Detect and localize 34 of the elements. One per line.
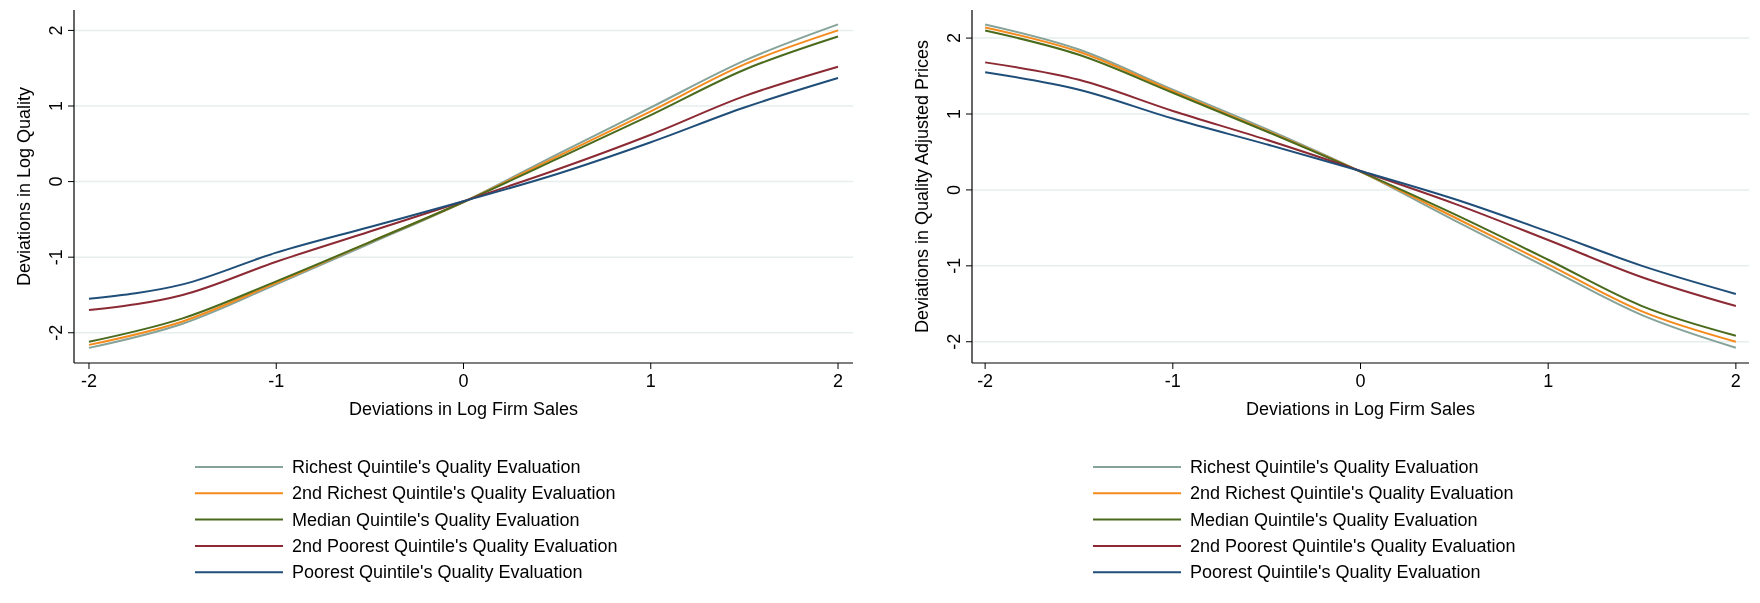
legend-label: Poorest Quintile's Quality Evaluation (1190, 562, 1481, 583)
y-tick-label: -2 (944, 333, 964, 350)
legend-label: Richest Quintile's Quality Evaluation (292, 457, 581, 477)
y-axis-title: Deviations in Quality Adjusted Prices (912, 39, 932, 334)
y-tick-label: 2 (944, 33, 964, 44)
x-tick-label: 0 (458, 371, 469, 391)
x-axis-title: Deviations in Log Firm Sales (348, 399, 579, 419)
x-tick-label: -2 (977, 371, 994, 391)
y-tick-label: -1 (46, 249, 66, 266)
legend-label: Poorest Quintile's Quality Evaluation (292, 562, 583, 583)
y-tick-label: 1 (944, 108, 964, 120)
y-tick-label: 2 (46, 25, 66, 36)
legend-label: 2nd Richest Quintile's Quality Evaluation (292, 483, 616, 504)
legend-label: Median Quintile's Quality Evaluation (292, 509, 580, 530)
y-tick-label: -2 (46, 324, 66, 341)
x-tick-label: -1 (1164, 371, 1181, 391)
y-tick-label: 0 (944, 184, 964, 195)
x-tick-label: 0 (1355, 371, 1366, 391)
legend-label: 2nd Richest Quintile's Quality Evaluation (1190, 483, 1514, 504)
x-tick-label: 2 (1730, 371, 1741, 391)
x-tick-label: 1 (645, 371, 656, 391)
legend-label: Median Quintile's Quality Evaluation (1190, 509, 1478, 530)
legend-label: 2nd Poorest Quintile's Quality Evaluation (1190, 535, 1516, 556)
y-tick-label: 1 (46, 100, 66, 112)
x-tick-label: 2 (833, 371, 844, 391)
x-tick-label: 1 (1543, 371, 1554, 391)
y-axis-title: Deviations in Log Quality (14, 86, 34, 287)
x-axis-title: Deviations in Log Firm Sales (1245, 399, 1476, 419)
x-tick-label: -2 (80, 371, 97, 391)
y-tick-label: 0 (46, 176, 66, 187)
x-tick-label: -1 (268, 371, 285, 391)
y-tick-label: -1 (944, 257, 964, 274)
legend-label: Richest Quintile's Quality Evaluation (1190, 457, 1479, 477)
legend-label: 2nd Poorest Quintile's Quality Evaluation (292, 535, 618, 556)
